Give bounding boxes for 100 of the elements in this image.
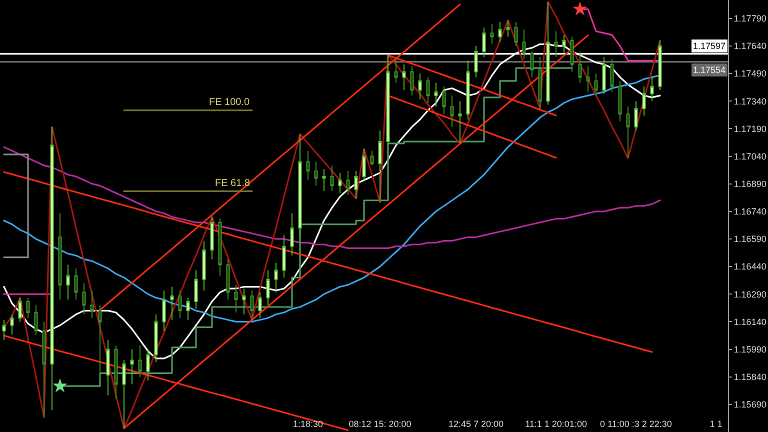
candlestick [154,314,158,363]
candlestick [466,60,470,120]
y-tick-label: 1.17340 [734,96,766,106]
candlestick [162,290,166,332]
line-series [387,94,557,159]
ref-line-label: 1.17554 [693,65,726,75]
candlestick [250,290,254,320]
candlestick [194,270,198,310]
candlestick [298,134,302,236]
candlestick [282,234,286,278]
candlestick [370,150,374,166]
series-label: FE 100.0 [209,97,250,108]
y-tick-label: 1.15840 [734,372,766,382]
candlestick [90,290,94,319]
candlestick [554,30,558,58]
candlestick [426,76,430,104]
candlestick [346,170,350,196]
candlestick [442,86,446,114]
candlestick [130,348,134,385]
candlestick [58,212,62,300]
candlestick [50,126,54,410]
candlestick [394,58,398,84]
y-tick-label: 1.17790 [734,14,766,24]
candlestick [290,212,294,256]
y-tick-label: 1.17640 [734,41,766,52]
candlestick [530,50,534,78]
candlestick [42,321,46,418]
candlestick [634,100,638,132]
x-tick-label: 12:45 7 20:00 [448,419,504,430]
candlestick [490,23,494,45]
candlestick [34,304,38,336]
candlestick [10,314,14,336]
candlestick [498,22,502,43]
candlestick [274,262,278,293]
candlestick [186,297,190,320]
candlestick [626,106,630,159]
candlestick [602,56,606,94]
candlestick [362,148,366,181]
ref-line-label: 1.17597 [693,41,726,51]
candlestick [410,66,414,96]
candlestick [642,86,646,116]
x-tick-label: 08:12 15: 20:00 [348,419,412,430]
candlestick [98,304,102,382]
candlestick [458,100,462,144]
candlestick [354,170,358,200]
candlestick [178,290,182,319]
x-tick-label: 1 1 [710,419,722,430]
candlestick [618,80,622,122]
candlestick [82,282,86,315]
candlestick [546,1,550,106]
candlestick [402,64,406,91]
y-tick-label: 1.17190 [734,124,766,134]
y-tick-label: 1.16740 [734,206,766,217]
candlestick [386,54,390,146]
candlestick [66,264,70,300]
candlestick [210,216,214,260]
candlestick [482,27,486,58]
candlestick [218,218,222,276]
candlestick [18,297,22,322]
candlestick [106,340,110,396]
candlestick [514,22,518,46]
candlestick [570,36,574,72]
line-series [3,146,661,249]
y-tick-label: 1.17490 [734,68,766,79]
candlestick [146,348,150,382]
y-tick-label: 1.16890 [734,178,766,189]
candlestick [562,34,566,54]
candlestick [610,58,614,92]
candlestick [226,258,230,300]
line-series [3,74,661,322]
candlestick [538,56,542,109]
candlestick [2,319,6,341]
candlestick [242,288,246,315]
candlestick [578,50,582,84]
candlestick [378,130,382,203]
candlestick [418,73,422,100]
y-tick-label: 1.15690 [734,400,766,410]
candlestick [138,345,142,378]
candlestick [594,73,598,96]
candlestick [306,150,310,181]
candlestick [314,161,318,186]
x-tick-label: 1:18:30 [292,419,324,430]
candlestick [658,40,662,91]
candlestick [234,284,238,314]
x-tick-label: 11:1 1 20:01:00 [525,419,587,430]
candlestick [506,20,510,38]
candlestick [330,164,334,192]
candlestick [322,168,326,192]
candlestick [434,82,438,108]
candlestick [258,292,262,319]
y-tick-label: 1.16290 [734,289,766,300]
candlestick [114,345,118,400]
y-tick-label: 1.16140 [734,316,766,327]
candlestick [122,360,126,429]
x-tick-label: 0 11:00 :3 2 22:30 [600,419,672,430]
candlestick [74,268,78,300]
candlestick [650,76,654,102]
y-tick-label: 1.16590 [734,234,766,244]
y-tick-label: 1.17040 [734,151,766,162]
candlestick [202,240,206,291]
